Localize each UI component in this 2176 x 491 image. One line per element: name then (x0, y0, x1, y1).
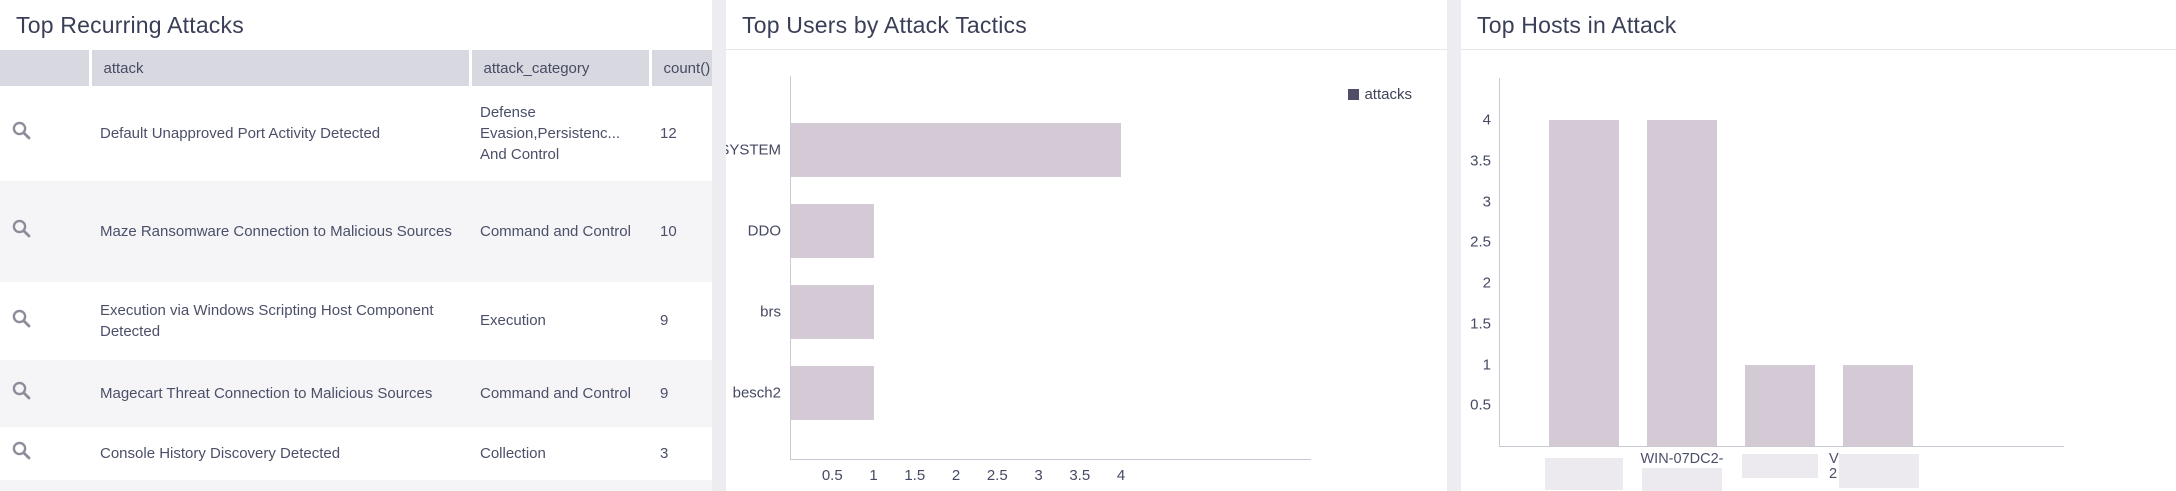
users-chart: attacks SYSTEM DDO brs besch2 0.5 1 1.5 2 2.5 3 3.… (726, 50, 1447, 491)
bar-brs[interactable] (791, 285, 874, 339)
redaction-box (1742, 454, 1818, 478)
x-tick-label: 3 (1034, 467, 1043, 484)
hosts-plot-area: WIN-07DC2- V 2 0.5 1 1.5 2 2.5 3 3.5 4 (1470, 78, 2064, 491)
attack-cell: Execution via Windows Scripting Host Com… (100, 301, 434, 340)
count-cell: 12 (660, 124, 677, 142)
page-title: Top Hosts in Attack (1461, 0, 2176, 50)
users-plot-area: SYSTEM DDO brs besch2 0.5 1 1.5 2 2.5 3 3.5 4 (726, 76, 1311, 484)
table-row[interactable]: Maze Ransomware Connection to Malicious … (0, 181, 712, 282)
x-tick-label: 1.5 (904, 467, 926, 484)
column-header-attack-category[interactable]: attack_category (468, 50, 650, 86)
icon-column-header (0, 50, 90, 86)
y-tick-label: 3.5 (1470, 152, 1491, 170)
column-header-attack[interactable]: attack (88, 50, 470, 86)
category-cell: Execution (480, 312, 546, 330)
x-tick-label: 2 (951, 467, 961, 484)
category-label-text: WIN-07DC2- (1640, 451, 1724, 467)
magnifier-icon (12, 309, 31, 328)
attack-cell: Default Unapproved Port Activity Detecte… (100, 124, 381, 142)
y-tick-label: 3 (1482, 193, 1491, 210)
redaction-box (1839, 454, 1919, 488)
count-cell: 9 (660, 312, 669, 330)
category-cell: Collection (480, 444, 546, 462)
page-title: Top Recurring Attacks (16, 12, 244, 38)
count-cell: 10 (660, 222, 677, 240)
panel-top-recurring-attacks: Top Recurring Attacks attack attack_cate… (0, 0, 712, 491)
y-tick-label: 1.5 (1470, 315, 1491, 333)
bar-host-4[interactable] (1843, 364, 1913, 446)
magnifier-icon (12, 122, 31, 140)
magnifier-icon (12, 442, 31, 460)
category-label: SYSTEM (726, 141, 781, 159)
count-cell: 9 (660, 384, 669, 402)
category-cell: Command and Control (480, 384, 631, 402)
panel-top-users-by-attack-tactics: Top Users by Attack Tactics attacks SYST… (726, 0, 1447, 491)
bar-host-1[interactable] (1549, 120, 1619, 446)
table-row[interactable]: Console History Discovery Detected Colle… (0, 427, 712, 480)
chart-legend[interactable]: attacks (1348, 86, 1412, 103)
category-label-text: 2 (1829, 466, 1838, 482)
row-search-button[interactable] (0, 427, 90, 480)
table-row[interactable]: Execution via Windows Scripting Host Com… (0, 282, 712, 360)
bar-besch2[interactable] (791, 366, 874, 420)
table-row-partial[interactable] (0, 480, 712, 491)
bar-host-3[interactable] (1745, 364, 1815, 446)
category-cell: Command and Control (480, 222, 631, 240)
attack-cell: Magecart Threat Connection to Malicious … (100, 384, 433, 402)
legend-swatch-icon (1348, 89, 1360, 100)
table-header-row: attack attack_category count() (0, 50, 712, 86)
hosts-chart: WIN-07DC2- V 2 0.5 1 1.5 2 2.5 3 3.5 4 (1461, 50, 2176, 491)
row-search-button[interactable] (0, 282, 90, 360)
bar-host-2[interactable] (1647, 120, 1717, 446)
category-label: WIN-07DC2- (1627, 451, 1737, 491)
attack-cell: Maze Ransomware Connection to Malicious … (100, 222, 452, 240)
y-tick-label: 1 (1482, 356, 1491, 373)
redaction-box (1642, 468, 1722, 491)
category-label: besch2 (732, 384, 781, 402)
category-label: brs (760, 303, 781, 321)
magnifier-icon (12, 220, 31, 238)
category-label-text: V (1829, 451, 1839, 467)
y-tick-label: 4 (1482, 111, 1491, 129)
x-tick-label: 3.5 (1069, 467, 1091, 484)
table-row[interactable]: Default Unapproved Port Activity Detecte… (0, 86, 712, 181)
y-tick-label: 2.5 (1470, 233, 1491, 251)
attack-cell: Console History Discovery Detected (100, 444, 341, 462)
row-search-button[interactable] (0, 360, 90, 427)
x-tick-label: 1 (869, 467, 878, 484)
redaction-box (1545, 458, 1623, 490)
panel-top-hosts-in-attack: Top Hosts in Attack WIN-07DC2- V 2 0.5 1 1.5 2… (1461, 0, 2176, 491)
table-row[interactable]: Magecart Threat Connection to Malicious … (0, 360, 712, 427)
bar-DDO[interactable] (791, 204, 874, 258)
legend-label: attacks (1364, 86, 1412, 103)
count-cell: 3 (660, 444, 669, 462)
column-header-count[interactable]: count() (648, 50, 712, 86)
category-cell: Defense Evasion,Persistenc... And Contro… (480, 103, 621, 164)
page-title: Top Users by Attack Tactics (726, 0, 1447, 50)
category-label: DDO (747, 222, 781, 240)
row-search-button[interactable] (0, 181, 90, 282)
magnifier-icon (12, 382, 31, 400)
bar-SYSTEM[interactable] (791, 123, 1121, 177)
row-search-button[interactable] (0, 86, 90, 181)
x-tick-label: 2.5 (986, 467, 1008, 484)
attacks-table: attack attack_category count() Default U… (0, 50, 712, 491)
y-tick-label: 0.5 (1470, 396, 1491, 414)
x-tick-label: 4 (1116, 467, 1126, 484)
y-tick-label: 2 (1482, 274, 1491, 292)
x-tick-label: 0.5 (821, 467, 843, 484)
